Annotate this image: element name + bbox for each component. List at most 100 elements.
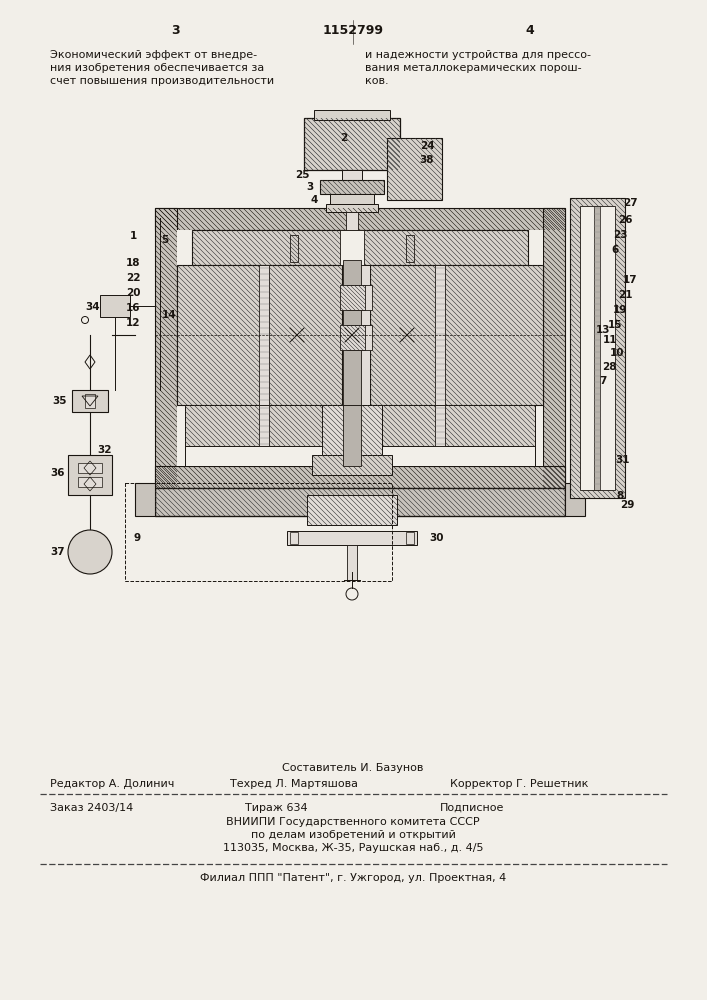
- Text: 24: 24: [420, 141, 434, 151]
- Bar: [347, 325, 372, 350]
- Bar: [570, 198, 625, 498]
- Text: Филиал ППП "Патент", г. Ужгород, ул. Проектная, 4: Филиал ППП "Патент", г. Ужгород, ул. Про…: [200, 873, 506, 883]
- Text: Корректор Г. Решетник: Корректор Г. Решетник: [450, 779, 588, 789]
- Text: 23: 23: [613, 230, 627, 240]
- Bar: [370, 265, 543, 405]
- Bar: [155, 208, 177, 488]
- Text: Подписное: Подписное: [440, 803, 504, 813]
- Bar: [435, 265, 445, 405]
- Bar: [307, 495, 397, 525]
- Bar: [594, 206, 600, 490]
- Bar: [85, 394, 95, 408]
- Text: Техред Л. Мартяшова: Техред Л. Мартяшова: [230, 779, 358, 789]
- Bar: [304, 118, 400, 170]
- Bar: [155, 488, 565, 516]
- Bar: [543, 208, 565, 488]
- Bar: [155, 208, 565, 230]
- Text: 1: 1: [129, 231, 136, 241]
- Bar: [314, 110, 390, 120]
- Text: 14: 14: [162, 310, 176, 320]
- Text: 12: 12: [126, 318, 140, 328]
- Bar: [290, 235, 298, 262]
- Text: 34: 34: [86, 302, 100, 312]
- Text: 25: 25: [295, 170, 309, 180]
- Bar: [312, 455, 392, 475]
- Text: 1152799: 1152799: [322, 23, 383, 36]
- Text: ков.: ков.: [365, 76, 389, 86]
- Bar: [185, 405, 330, 446]
- Bar: [565, 483, 585, 516]
- Bar: [259, 405, 269, 446]
- Bar: [185, 405, 330, 446]
- Bar: [320, 180, 384, 194]
- Bar: [177, 230, 543, 466]
- Bar: [406, 532, 414, 544]
- Bar: [406, 235, 414, 262]
- Text: 15: 15: [608, 320, 622, 330]
- Text: 19: 19: [613, 305, 627, 315]
- Bar: [307, 495, 397, 525]
- Bar: [155, 208, 565, 230]
- Text: 37: 37: [51, 547, 65, 557]
- Bar: [100, 295, 130, 317]
- Text: по делам изобретений и открытий: по делам изобретений и открытий: [250, 830, 455, 840]
- Text: 31: 31: [616, 455, 630, 465]
- Text: 17: 17: [623, 275, 637, 285]
- Text: Редактор А. Долинич: Редактор А. Долинич: [50, 779, 175, 789]
- Bar: [259, 265, 269, 405]
- Text: 6: 6: [612, 245, 619, 255]
- Text: 8: 8: [617, 491, 624, 501]
- Text: 28: 28: [602, 362, 617, 372]
- Ellipse shape: [68, 530, 112, 574]
- Text: 113035, Москва, Ж-35, Раушская наб., д. 4/5: 113035, Москва, Ж-35, Раушская наб., д. …: [223, 843, 484, 853]
- Bar: [406, 235, 414, 262]
- Text: 5: 5: [161, 235, 169, 245]
- Bar: [346, 212, 358, 230]
- Text: счет повышения производительности: счет повышения производительности: [50, 76, 274, 86]
- Text: Составитель И. Базунов: Составитель И. Базунов: [282, 763, 423, 773]
- Text: ВНИИПИ Государственного комитета СССР: ВНИИПИ Государственного комитета СССР: [226, 817, 480, 827]
- Text: Экономический эффект от внедре-: Экономический эффект от внедре-: [50, 50, 257, 60]
- Bar: [347, 285, 372, 310]
- Bar: [155, 466, 565, 488]
- Bar: [322, 405, 382, 455]
- Bar: [347, 545, 357, 580]
- Bar: [322, 405, 382, 455]
- Bar: [543, 208, 565, 488]
- Text: ния изобретения обеспечивается за: ния изобретения обеспечивается за: [50, 63, 264, 73]
- Bar: [177, 265, 342, 405]
- Text: 7: 7: [600, 376, 607, 386]
- Text: 27: 27: [623, 198, 637, 208]
- Bar: [287, 531, 417, 545]
- Text: и надежности устройства для прессо-: и надежности устройства для прессо-: [365, 50, 591, 60]
- Text: 35: 35: [53, 396, 67, 406]
- Bar: [580, 206, 615, 490]
- Bar: [78, 477, 102, 487]
- Text: 16: 16: [126, 303, 140, 313]
- Bar: [343, 260, 361, 410]
- Bar: [155, 466, 565, 488]
- Bar: [330, 194, 374, 204]
- Text: 3: 3: [172, 23, 180, 36]
- Text: 21: 21: [618, 290, 632, 300]
- Text: 13: 13: [596, 325, 610, 335]
- Bar: [304, 118, 400, 170]
- Bar: [340, 325, 365, 350]
- Bar: [155, 208, 177, 488]
- Text: Заказ 2403/14: Заказ 2403/14: [50, 803, 133, 813]
- Text: 10: 10: [609, 348, 624, 358]
- Bar: [340, 325, 365, 350]
- Bar: [155, 488, 565, 516]
- Bar: [340, 285, 365, 310]
- Bar: [290, 532, 298, 544]
- Bar: [320, 180, 384, 194]
- Bar: [382, 405, 535, 446]
- Bar: [192, 230, 528, 265]
- Text: 29: 29: [620, 500, 634, 510]
- Text: 38: 38: [420, 155, 434, 165]
- Bar: [78, 463, 102, 473]
- Bar: [340, 285, 365, 310]
- Bar: [342, 170, 362, 188]
- Text: вания металлокерамических порош-: вания металлокерамических порош-: [365, 63, 582, 73]
- Text: 18: 18: [126, 258, 140, 268]
